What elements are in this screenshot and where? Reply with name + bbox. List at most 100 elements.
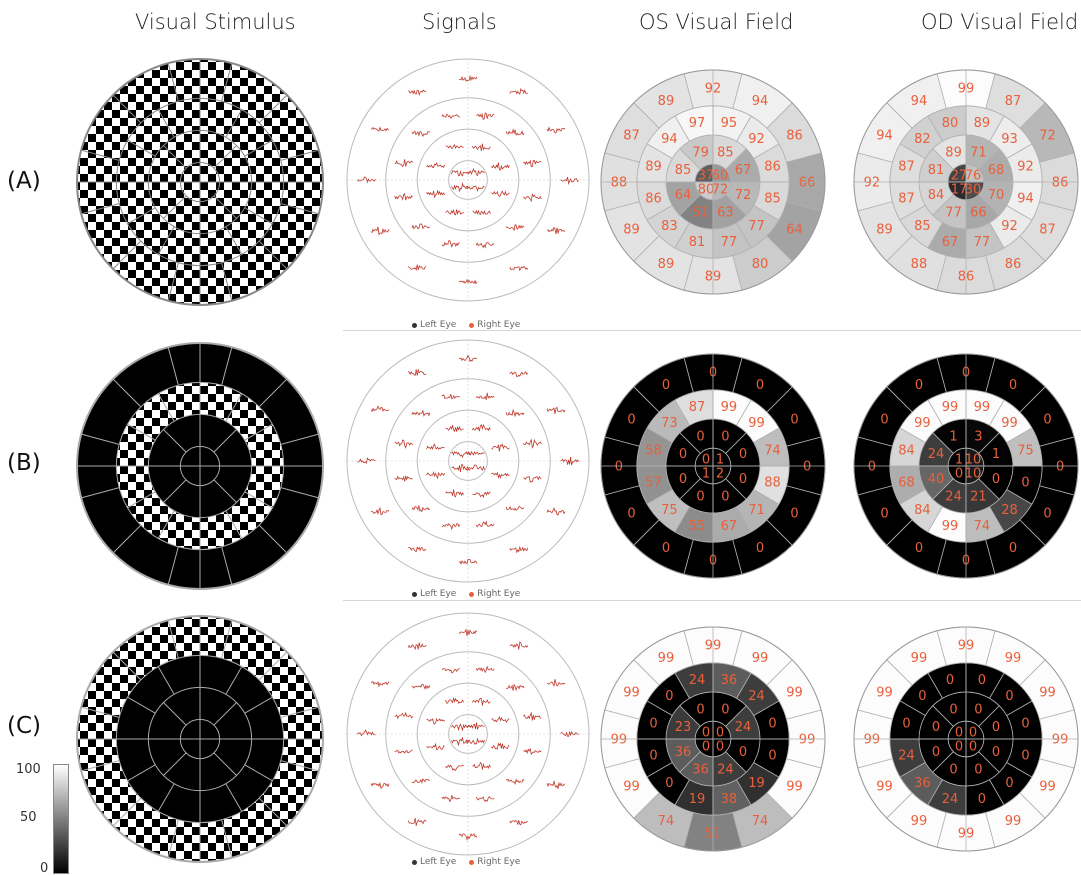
- vf-value: 24: [735, 720, 752, 735]
- vf-value: 99: [942, 400, 959, 415]
- vf-value: 27: [951, 169, 968, 184]
- signal-trace: [426, 470, 445, 480]
- signal-trace: [394, 711, 414, 720]
- vf-value: 0: [679, 447, 687, 462]
- vf-value: 80: [698, 182, 715, 197]
- signal-trace: [394, 749, 413, 754]
- signal-trace: [509, 641, 529, 650]
- vf-value: 99: [911, 814, 928, 829]
- vf-value: 89: [623, 223, 640, 238]
- signal-trace: [472, 143, 491, 151]
- vf-value: 0: [1021, 748, 1029, 763]
- vf-value: 94: [752, 94, 769, 109]
- vf-value: 75: [661, 503, 678, 518]
- signal-trace: [546, 406, 566, 415]
- od-visual-field-c: 0 0 0 0 0 0 0 0 0 0 0 0 0 0 0 0 0 0 24 36 24 0 0 0 99 99 99 99 99 99 9…: [851, 606, 1081, 872]
- signal-trace: [407, 817, 427, 826]
- vf-value: 0: [932, 720, 940, 735]
- os-visual-field-c: 0 0 0 0 24 0 0 23 36 36 24 0 0 24 36 24 0 0 0 0 19 38 19 0 99 99 9…: [598, 606, 828, 872]
- stimulus-a: [75, 37, 325, 327]
- vf-value: 0: [902, 717, 910, 732]
- signals-legend-c: Left Eye Right Eye: [412, 857, 530, 868]
- signal-trace: [466, 738, 485, 745]
- vf-value: 99: [786, 685, 803, 700]
- vf-value: 99: [721, 400, 738, 415]
- vf-value: 87: [623, 128, 640, 143]
- vf-value: 85: [764, 191, 781, 206]
- vf-value: 94: [661, 132, 678, 147]
- signal-trace: [523, 159, 542, 168]
- vf-value: 0: [649, 717, 657, 732]
- vf-value: 0: [662, 541, 670, 556]
- signal-trace: [472, 761, 491, 770]
- vf-value: 68: [898, 475, 915, 490]
- signal-trace: [458, 278, 478, 285]
- vf-value: 0: [721, 702, 729, 717]
- row-label-c: (C): [7, 713, 42, 739]
- signal-trace: [441, 240, 460, 249]
- vf-value: 63: [717, 206, 734, 221]
- signal-trace: [357, 729, 376, 737]
- vf-value: 24: [748, 689, 765, 704]
- signal-trace: [445, 489, 464, 498]
- vf-value: 0: [1021, 717, 1029, 732]
- signal-trace: [560, 457, 579, 466]
- vf-value: 83: [661, 219, 678, 234]
- vf-value: 92: [1001, 219, 1018, 234]
- signal-trace: [407, 264, 427, 272]
- vf-value: 88: [911, 257, 928, 272]
- signal-trace: [370, 126, 390, 132]
- signal-trace: [441, 795, 460, 803]
- vf-value: 70: [988, 188, 1005, 203]
- left-eye-label: Left Eye: [420, 589, 457, 599]
- vf-value: 99: [752, 651, 769, 666]
- signal-trace: [472, 491, 491, 499]
- vf-value: 99: [658, 651, 675, 666]
- vf-value: 0: [696, 490, 704, 505]
- vf-value: 0: [1005, 689, 1013, 704]
- vf-value: 0: [969, 739, 977, 754]
- column-header-od-visual-field: OD Visual Field: [921, 10, 1079, 34]
- os-visual-field-b: 1 0 1 2 0 0 0 0 0 0 0 0 74 99 99 87 73 58 57 75 55 67 71 88 0 0 0 0…: [598, 333, 828, 599]
- vf-value: 0: [716, 739, 724, 754]
- signal-trace: [475, 392, 495, 400]
- signal-trace: [411, 683, 431, 690]
- signal-trace: [546, 780, 565, 789]
- vf-value: 85: [717, 145, 734, 160]
- vf-value: 21: [970, 490, 987, 505]
- signal-trace: [523, 747, 542, 756]
- vf-value: 74: [764, 444, 781, 459]
- row-separator: [343, 330, 1081, 331]
- vf-value: 0: [615, 460, 623, 475]
- row-separator: [343, 600, 1081, 601]
- vf-value: 24: [945, 490, 962, 505]
- signal-trace: [426, 189, 445, 199]
- vf-value: 88: [764, 475, 781, 490]
- vf-value: 0: [739, 447, 747, 462]
- signal-trace: [491, 190, 510, 197]
- vf-value: 99: [1052, 733, 1069, 748]
- vf-value: 92: [864, 176, 881, 191]
- signal-trace: [441, 522, 461, 531]
- vf-value: 77: [748, 219, 765, 234]
- vf-value: 81: [928, 163, 945, 178]
- grayscale-colorbar: [53, 764, 69, 874]
- vf-value: 36: [914, 776, 931, 791]
- vf-value: 17: [951, 182, 968, 197]
- right-eye-label: Right Eye: [477, 320, 521, 330]
- vf-value: 97: [689, 116, 706, 131]
- vf-value: 0: [665, 776, 673, 791]
- signal-trace: [394, 193, 413, 201]
- vf-value: 0: [702, 453, 710, 468]
- vf-value: 0: [1043, 507, 1051, 522]
- signal-trace: [407, 368, 427, 376]
- os-visual-field-a: 60 37 80 72 67 85 79 85 64 51 63 72 86 92 95 97 94 89 86 83…: [598, 37, 828, 327]
- vf-value: 99: [786, 780, 803, 795]
- signal-trace: [445, 208, 464, 216]
- vf-value: 24: [898, 748, 915, 763]
- vf-value: 82: [914, 132, 931, 147]
- signal-trace: [426, 161, 445, 169]
- signal-trace: [475, 242, 495, 249]
- signal-trace: [546, 126, 566, 134]
- signal-trace: [466, 464, 485, 471]
